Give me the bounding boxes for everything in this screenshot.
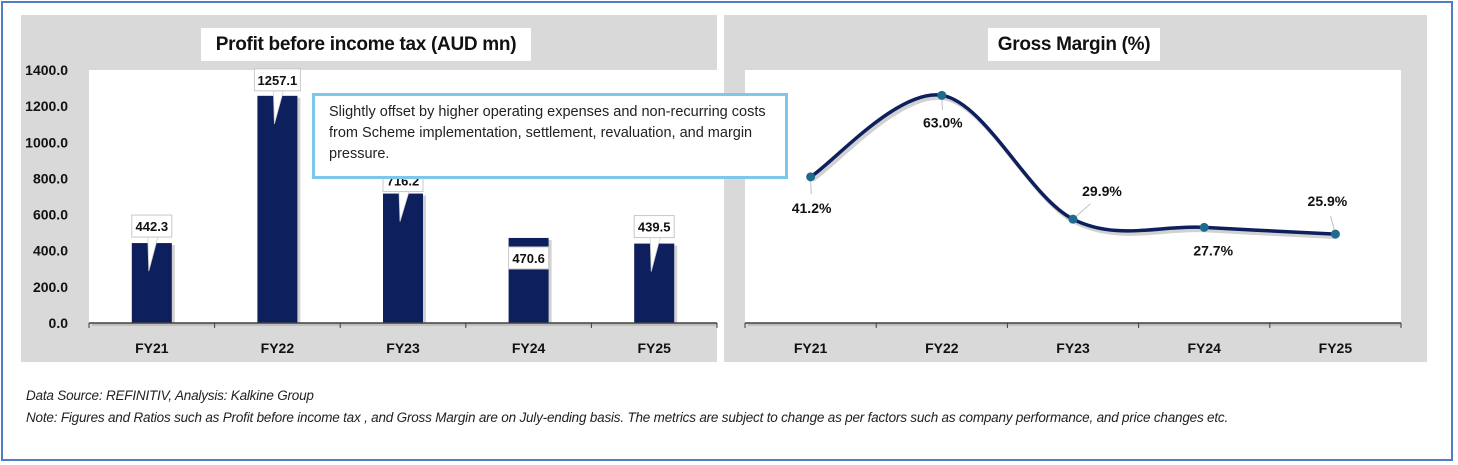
data-label-box: [633, 215, 675, 239]
x-tick-label: FY24: [1187, 340, 1221, 356]
profit-chart-panel: Profit before income tax (AUD mn) 0.0 200…: [21, 15, 718, 362]
y-tick-label: 1400.0: [25, 62, 68, 78]
gross-margin-chart-title: Gross Margin (%): [988, 28, 1160, 61]
data-label: 29.9%: [1082, 183, 1122, 199]
x-tick-label: FY23: [1056, 340, 1090, 356]
y-tick-label: 1200.0: [25, 98, 68, 114]
gross-margin-chart-panel: Gross Margin (%) 41.2% 63.0% 29.9% 27.7% 25.…: [724, 15, 1427, 362]
x-tick-label: FY25: [1319, 340, 1353, 356]
profit-chart-title: Profit before income tax (AUD mn): [201, 28, 531, 61]
data-label-box: [253, 68, 301, 92]
bar: [383, 193, 423, 323]
x-tick-label: FY22: [925, 340, 959, 356]
y-tick-label: 400.0: [33, 243, 68, 259]
data-label: 25.9%: [1308, 193, 1348, 209]
x-tick-label: FY21: [794, 340, 828, 356]
data-label: 41.2%: [792, 200, 832, 216]
data-label: 27.7%: [1193, 242, 1233, 258]
x-tick-label: FY24: [512, 340, 546, 356]
data-label: 439.5: [638, 220, 671, 235]
x-tick-label: FY22: [261, 340, 295, 356]
annotation-callout: Slightly offset by higher operating expe…: [312, 93, 788, 179]
data-point-marker: [1199, 222, 1209, 232]
x-tick-label: FY25: [637, 340, 671, 356]
y-tick-label: 0.0: [49, 315, 69, 331]
data-label: 442.3: [136, 219, 169, 234]
data-point-marker: [937, 90, 947, 100]
data-point-marker: [1068, 214, 1078, 224]
data-point-marker: [1330, 229, 1340, 239]
plot-area: [745, 70, 1401, 323]
data-source-text: Data Source: REFINITIV, Analysis: Kalkin…: [26, 388, 314, 403]
data-label: 1257.1: [258, 73, 298, 88]
y-tick-label: 600.0: [33, 207, 68, 223]
bar: [257, 95, 298, 324]
x-tick-label: FY21: [135, 340, 169, 356]
footnote-text: Note: Figures and Ratios such as Profit …: [26, 410, 1229, 425]
x-tick-label: FY23: [386, 340, 420, 356]
series-line: [808, 93, 1338, 236]
data-label-box: [131, 214, 173, 238]
data-label: 470.6: [512, 251, 545, 266]
data-point-marker: [806, 172, 816, 182]
data-label-box: [508, 246, 550, 270]
y-tick-label: 800.0: [33, 170, 68, 186]
profit-bar-chart: 0.0 200.0 400.0 600.0 800.0 1000.0 1200.0 1400.…: [25, 62, 718, 356]
y-tick-label: 200.0: [33, 279, 68, 295]
data-label: 63.0%: [923, 114, 963, 130]
y-tick-label: 1000.0: [25, 134, 68, 150]
gross-margin-line-chart: 41.2% 63.0% 29.9% 27.7% 25.9% FY21 FY22 FY23 FY2…: [744, 70, 1402, 356]
